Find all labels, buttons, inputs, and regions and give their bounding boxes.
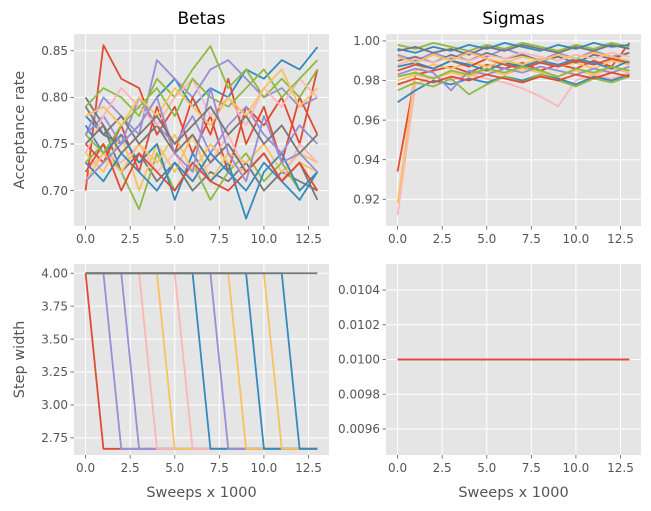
series-line-15 bbox=[397, 71, 630, 86]
x-tick-label: 5.0 bbox=[477, 232, 496, 246]
y-tick-label: 0.80 bbox=[41, 91, 68, 105]
y-tick-label: 0.92 bbox=[353, 192, 380, 206]
series-line-6 bbox=[84, 143, 319, 211]
y-axis-label: Step width bbox=[12, 321, 28, 399]
series-line-5 bbox=[397, 42, 630, 52]
series-line-12 bbox=[397, 51, 630, 66]
x-axis-label: Sweeps x 1000 bbox=[146, 485, 256, 501]
x-tick-label: 0.0 bbox=[76, 232, 95, 246]
subplot-1: 0.0 2.5 5.0 7.5 10.0 12.5 0.70 0.75 0.80 0.85 Beta… bbox=[12, 9, 329, 246]
x-tick-label: 12.5 bbox=[607, 461, 634, 475]
x-tick-label: 7.5 bbox=[210, 461, 229, 475]
y-tick-label: 0.70 bbox=[41, 184, 68, 198]
y-tick-label: 0.85 bbox=[41, 44, 68, 58]
series-group bbox=[396, 42, 631, 216]
x-tick-label: 12.5 bbox=[607, 232, 634, 246]
series-group bbox=[84, 44, 319, 220]
x-axis-label: Sweeps x 1000 bbox=[458, 485, 568, 501]
subplot-3: 0.0 2.5 5.0 7.5 10.0 12.5 2.75 3.00 3.25 3.50 3.75… bbox=[12, 264, 329, 501]
x-tick-label: 2.5 bbox=[433, 461, 452, 475]
x-tick-label: 10.0 bbox=[251, 232, 278, 246]
subplot-2: 0.0 2.5 5.0 7.5 10.0 12.5 0.92 0.94 0.96 0.98 1.00… bbox=[353, 9, 641, 246]
x-tick-label: 7.5 bbox=[522, 461, 541, 475]
y-tick-label: 2.75 bbox=[41, 431, 68, 445]
series-line-9 bbox=[397, 42, 630, 54]
series-line-3 bbox=[396, 57, 630, 204]
x-tick-label: 2.5 bbox=[121, 232, 140, 246]
y-tick-label: 3.00 bbox=[41, 398, 68, 412]
x-tick-label: 2.5 bbox=[121, 461, 140, 475]
series-line-17 bbox=[397, 51, 630, 64]
series-line-14 bbox=[84, 77, 319, 154]
x-tick-label: 7.5 bbox=[210, 232, 229, 246]
subplot-title: Betas bbox=[177, 9, 225, 29]
y-tick-label: 0.0102 bbox=[338, 318, 380, 332]
series-line-18 bbox=[397, 65, 630, 80]
x-tick-label: 7.5 bbox=[522, 232, 541, 246]
y-tick-label: 3.50 bbox=[41, 332, 68, 346]
series-line-16 bbox=[84, 143, 319, 192]
subplot-title: Sigmas bbox=[482, 9, 544, 29]
y-tick-label: 0.75 bbox=[41, 137, 68, 151]
series-line-14 bbox=[397, 43, 630, 56]
series-line-10 bbox=[84, 96, 319, 155]
series-line-20 bbox=[84, 105, 319, 155]
y-tick-label: 0.0104 bbox=[338, 283, 380, 297]
x-tick-label: 5.0 bbox=[165, 461, 184, 475]
y-tick-label: 0.0098 bbox=[338, 387, 380, 401]
series-group bbox=[84, 272, 318, 450]
y-tick-label: 0.0100 bbox=[338, 353, 380, 367]
x-tick-label: 0.0 bbox=[76, 461, 95, 475]
series-line-11 bbox=[84, 45, 319, 117]
y-tick-label: 0.94 bbox=[353, 153, 380, 167]
series-line-19 bbox=[84, 87, 319, 183]
x-tick-label: 12.5 bbox=[295, 461, 322, 475]
y-tick-label: 4.00 bbox=[41, 266, 68, 280]
y-tick-label: 0.0096 bbox=[338, 422, 380, 436]
y-axis-label: Acceptance rate bbox=[12, 71, 28, 190]
x-tick-label: 10.0 bbox=[563, 461, 590, 475]
y-tick-label: 0.96 bbox=[353, 113, 380, 127]
series-line-16 bbox=[397, 57, 630, 72]
y-tick-label: 3.75 bbox=[41, 299, 68, 313]
series-line-6 bbox=[397, 47, 630, 62]
subplot-4: 0.0 2.5 5.0 7.5 10.0 12.5 0.0096 0.0098 0.0100 0.… bbox=[338, 264, 641, 501]
series-line-11 bbox=[397, 73, 630, 96]
x-tick-label: 5.0 bbox=[165, 232, 184, 246]
x-tick-label: 10.0 bbox=[563, 232, 590, 246]
x-tick-label: 0.0 bbox=[388, 461, 407, 475]
series-line-13 bbox=[397, 65, 630, 92]
x-tick-label: 10.0 bbox=[251, 461, 278, 475]
x-tick-label: 2.5 bbox=[433, 232, 452, 246]
x-tick-label: 12.5 bbox=[295, 232, 322, 246]
x-tick-label: 5.0 bbox=[477, 461, 496, 475]
y-tick-label: 0.98 bbox=[353, 74, 380, 88]
x-tick-label: 0.0 bbox=[388, 232, 407, 246]
y-tick-label: 3.25 bbox=[41, 365, 68, 379]
y-tick-label: 1.00 bbox=[353, 34, 380, 48]
